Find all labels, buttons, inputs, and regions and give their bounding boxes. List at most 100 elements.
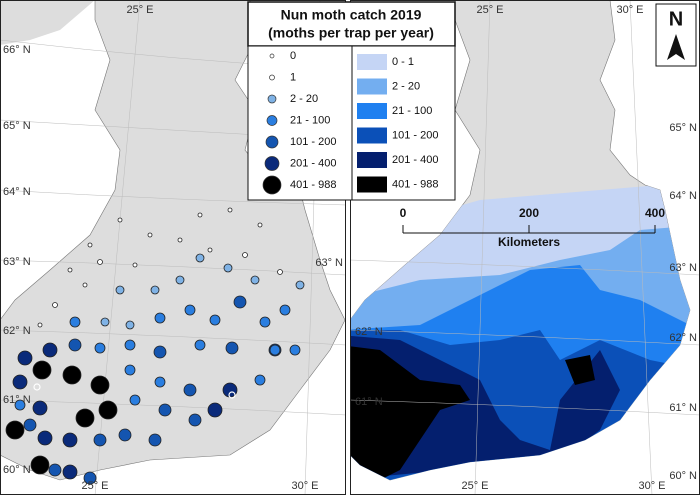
coordinate-label: 25° E (476, 4, 503, 16)
legend: Nun moth catch 2019 (moths per trap per … (247, 1, 456, 201)
coordinate-label: 64° N (669, 190, 697, 202)
coordinate-label: 66° N (3, 44, 31, 56)
trap-point (153, 345, 167, 359)
scale-unit: Kilometers (498, 235, 560, 249)
trap-point (115, 285, 125, 295)
trap-point (62, 365, 82, 385)
legend-label: 201 - 400 (290, 157, 336, 169)
coordinate-label: 30° E (616, 4, 643, 16)
trap-point (94, 342, 106, 354)
legend-symbol (269, 74, 275, 81)
coordinate-label: 65° N (3, 120, 31, 132)
legend-swatch (357, 176, 387, 193)
trap-point (68, 338, 82, 352)
trap-point (279, 304, 291, 316)
legend-swatch (357, 127, 387, 144)
left-map (0, 0, 346, 495)
trap-point (184, 304, 196, 316)
trap-point (257, 222, 263, 228)
coordinate-label: 25° E (461, 480, 488, 492)
coordinate-label: 25° E (126, 4, 153, 16)
trap-point (148, 433, 162, 447)
trap-point (250, 275, 260, 285)
trap-point (242, 252, 248, 258)
legend-title-box (247, 1, 456, 47)
coordinate-label: 25° E (81, 480, 108, 492)
trap-point (42, 342, 58, 358)
trap-point (295, 280, 305, 290)
trap-point (177, 237, 183, 243)
coordinate-label: 62° N (669, 332, 697, 344)
trap-point (183, 383, 197, 397)
trap-point (269, 344, 281, 356)
zone (350, 345, 470, 480)
legend-points-box (247, 45, 353, 201)
legend-swatch (357, 152, 387, 168)
trap-point (69, 316, 81, 328)
trap-point (5, 420, 25, 440)
scale-label: 0 (400, 206, 407, 220)
legend-label: 21 - 100 (392, 105, 432, 117)
legend-symbol (265, 135, 279, 149)
trap-point (175, 275, 185, 285)
trap-point (259, 316, 271, 328)
trap-point (209, 314, 221, 326)
legend-swatch (357, 54, 387, 70)
trap-point (100, 317, 110, 327)
trap-point (23, 418, 37, 432)
trap-point (188, 413, 202, 427)
trap-point (277, 269, 283, 275)
north-label: N (669, 8, 683, 30)
north-arrow-shape (667, 34, 685, 60)
trap-point (132, 262, 138, 268)
trap-point (207, 402, 223, 418)
trap-point (118, 428, 132, 442)
trap-point (14, 399, 26, 411)
trap-point (37, 322, 43, 328)
legend-symbol (266, 115, 278, 126)
coordinate-label: 61° N (3, 394, 31, 406)
trap-point (158, 403, 172, 417)
legend-label: 2 - 20 (392, 80, 420, 92)
legend-swatch (357, 103, 387, 119)
legend-symbol (269, 53, 275, 59)
trap-point (98, 400, 118, 420)
legend-label: 401 - 988 (392, 178, 438, 190)
trap-point (12, 374, 28, 390)
legend-areas-box (351, 45, 456, 201)
trap-point (124, 339, 136, 351)
trap-point (124, 364, 136, 376)
coordinate-label: 64° N (3, 186, 31, 198)
legend-symbol (267, 94, 277, 104)
legend-title: Nun moth catch 2019 (281, 7, 422, 23)
north-arrow: N (655, 3, 697, 67)
legend-label: 21 - 100 (290, 114, 330, 126)
trap-point (117, 217, 123, 223)
trap-point (150, 285, 160, 295)
legend-symbol (262, 175, 282, 195)
legend-label: 401 - 988 (290, 179, 336, 191)
trap-point (129, 394, 141, 406)
trap-point (75, 408, 95, 428)
legend-subtitle: (moths per trap per year) (268, 25, 434, 41)
coordinate-label: 63° N (669, 262, 697, 274)
trap-point (195, 253, 205, 263)
trap-point (154, 312, 166, 324)
trap-point (289, 344, 301, 356)
trap-point (225, 341, 239, 355)
trap-point (194, 339, 206, 351)
zone (565, 355, 595, 385)
graticule (350, 0, 700, 495)
trap-point (32, 400, 48, 416)
trap-point (82, 282, 88, 288)
legend-label: 101 - 200 (392, 129, 438, 141)
trap-point (223, 263, 233, 273)
coordinate-label: 60° N (3, 464, 31, 476)
trap-point (233, 295, 247, 309)
coordinate-label: 65° N (669, 122, 697, 134)
legend-label: 0 (290, 50, 296, 62)
coordinate-label: 30° E (638, 480, 665, 492)
trap-point (254, 374, 266, 386)
trap-point (48, 463, 62, 477)
legend-label: 2 - 20 (290, 93, 318, 105)
